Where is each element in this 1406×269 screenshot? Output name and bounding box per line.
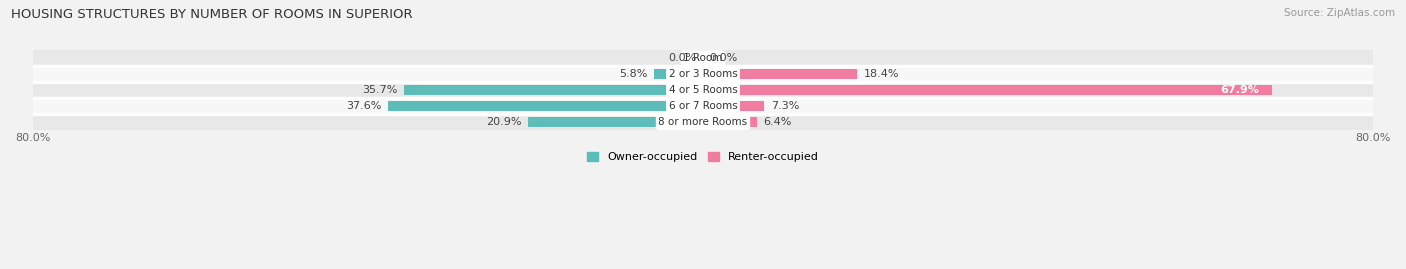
Text: 5.8%: 5.8%: [619, 69, 648, 79]
Text: 20.9%: 20.9%: [485, 117, 522, 127]
Bar: [404, 85, 703, 95]
Text: 0.0%: 0.0%: [710, 53, 738, 63]
Text: 0.0%: 0.0%: [668, 53, 696, 63]
Bar: [703, 117, 756, 127]
Bar: [32, 114, 1374, 130]
Bar: [32, 66, 1374, 82]
Legend: Owner-occupied, Renter-occupied: Owner-occupied, Renter-occupied: [582, 147, 824, 167]
Text: HOUSING STRUCTURES BY NUMBER OF ROOMS IN SUPERIOR: HOUSING STRUCTURES BY NUMBER OF ROOMS IN…: [11, 8, 413, 21]
Text: 35.7%: 35.7%: [361, 85, 396, 95]
Bar: [32, 82, 1374, 98]
Text: 7.3%: 7.3%: [770, 101, 799, 111]
Text: 1 Room: 1 Room: [683, 53, 723, 63]
Text: 18.4%: 18.4%: [863, 69, 900, 79]
Text: 8 or more Rooms: 8 or more Rooms: [658, 117, 748, 127]
Text: 4 or 5 Rooms: 4 or 5 Rooms: [669, 85, 737, 95]
Text: Source: ZipAtlas.com: Source: ZipAtlas.com: [1284, 8, 1395, 18]
Bar: [32, 98, 1374, 114]
Bar: [654, 69, 703, 79]
Bar: [703, 85, 1272, 95]
Text: 2 or 3 Rooms: 2 or 3 Rooms: [669, 69, 737, 79]
Bar: [703, 101, 765, 111]
Text: 37.6%: 37.6%: [346, 101, 381, 111]
Bar: [527, 117, 703, 127]
Bar: [388, 101, 703, 111]
Text: 6.4%: 6.4%: [763, 117, 792, 127]
Bar: [703, 69, 858, 79]
Text: 67.9%: 67.9%: [1220, 85, 1260, 95]
Bar: [32, 50, 1374, 66]
Text: 6 or 7 Rooms: 6 or 7 Rooms: [669, 101, 737, 111]
